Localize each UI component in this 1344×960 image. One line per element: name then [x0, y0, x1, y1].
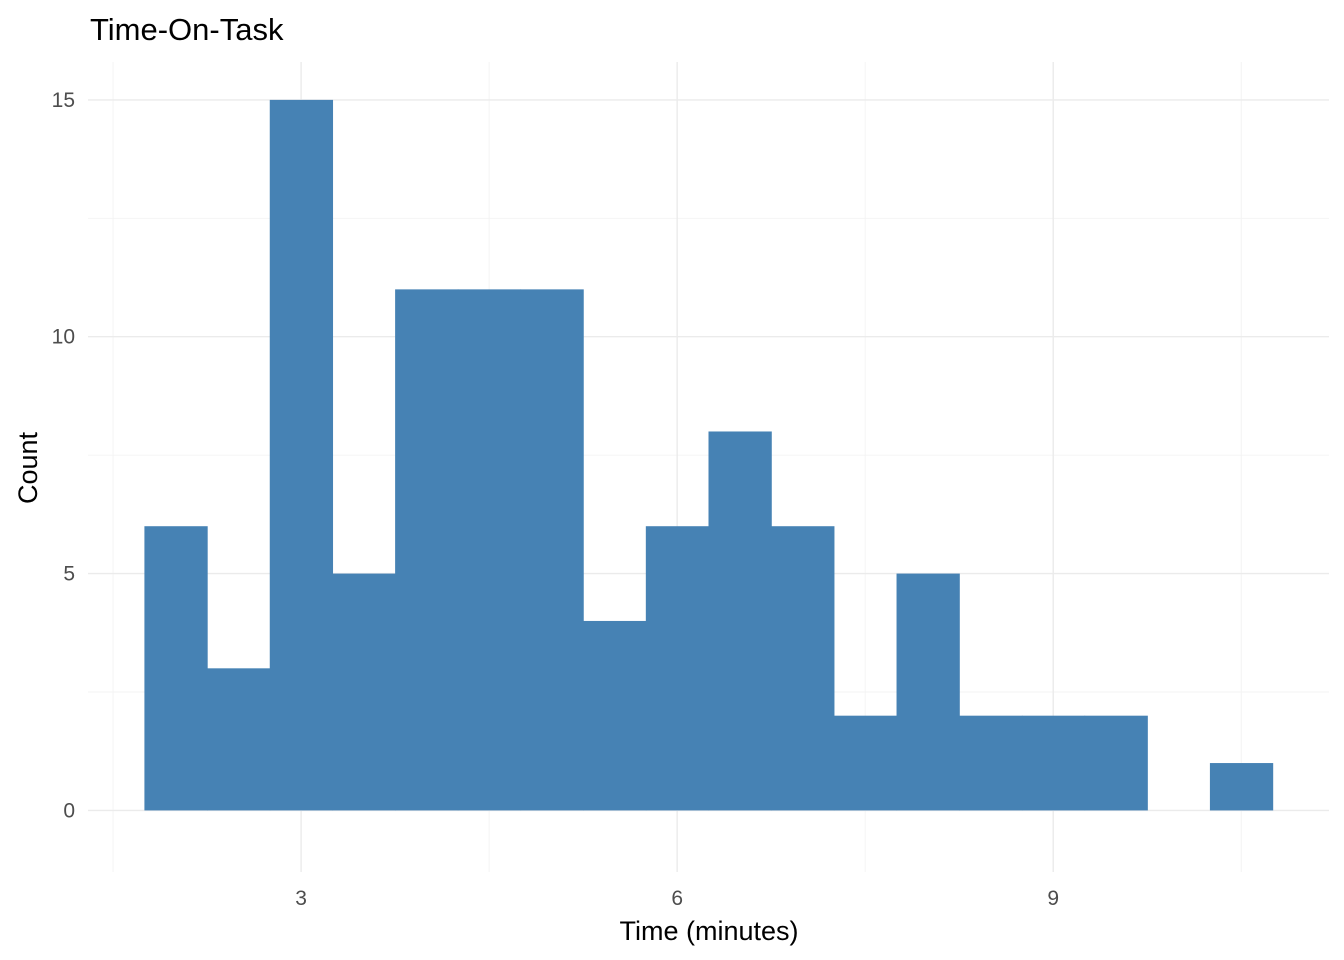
histogram-bar-11	[833, 715, 898, 811]
histogram-bar-2	[269, 99, 334, 811]
chart-title: Time-On-Task	[90, 12, 284, 47]
x-axis-ticks: 3 6 9	[295, 887, 1059, 910]
y-tick-label-2: 10	[52, 326, 75, 349]
histogram-bar-15	[1084, 715, 1148, 811]
histogram-bars	[144, 99, 1274, 811]
histogram-bar-9	[708, 431, 772, 811]
x-tick-label-1: 6	[671, 887, 683, 910]
histogram-bar-7	[583, 620, 647, 811]
x-tick-label-0: 3	[295, 887, 307, 910]
histogram-bar-6	[520, 289, 584, 811]
histogram-bar-10	[771, 526, 835, 811]
y-tick-label-1: 5	[63, 563, 75, 586]
y-tick-label-3: 15	[52, 89, 75, 112]
histogram-bar-8	[645, 526, 710, 811]
y-axis-ticks: 0 5 10 15	[52, 89, 75, 823]
histogram-bar-4	[395, 289, 459, 811]
y-axis-label: Count	[13, 431, 43, 504]
x-axis-label: Time (minutes)	[619, 916, 798, 946]
y-tick-label-0: 0	[63, 799, 75, 822]
histogram-bar-1	[207, 668, 271, 811]
histogram-bar-3	[332, 573, 396, 811]
histogram-bar-13	[959, 715, 1023, 811]
histogram-bar-5	[457, 289, 522, 811]
x-tick-label-2: 9	[1047, 887, 1059, 910]
histogram-bar-14	[1021, 715, 1086, 811]
histogram-bar-12	[896, 573, 960, 811]
histogram-bar-0	[144, 526, 208, 811]
histogram-bar-17	[1209, 763, 1274, 811]
